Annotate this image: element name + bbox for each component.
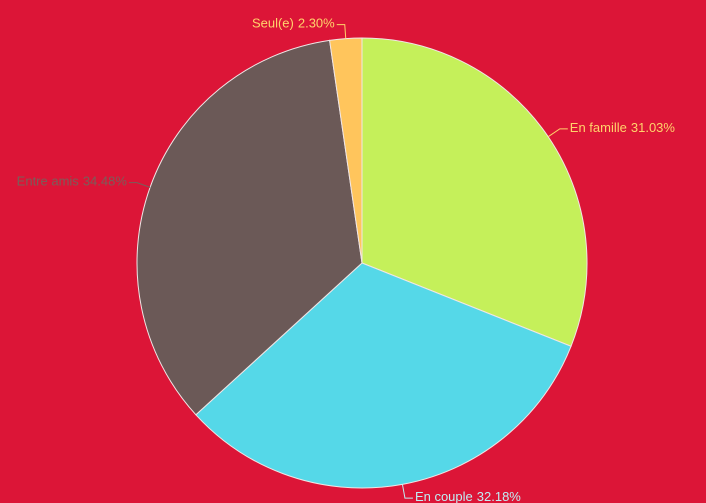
slice-value: 31.03% [631,120,676,135]
slice-label: En famille 31.03% [570,120,676,135]
slice-label: Entre amis 34.48% [17,174,128,189]
pie-slice [136,39,363,416]
leader-line [128,182,151,188]
leader-line [547,128,568,138]
slice-name: En couple [415,490,473,503]
slice-value: 32.18% [477,490,522,503]
leader-line [401,484,413,499]
slice-name: En famille [570,120,627,135]
slice-name: Seul(e) [252,16,294,31]
slice-value: 34.48% [83,174,128,189]
slice-name: Entre amis [17,174,80,189]
slice-label: Seul(e) 2.30% [252,16,335,31]
slice-label: En couple 32.18% [415,490,521,503]
slice-value: 2.30% [298,16,335,31]
pie-slice [195,262,572,489]
leader-line [336,24,347,39]
